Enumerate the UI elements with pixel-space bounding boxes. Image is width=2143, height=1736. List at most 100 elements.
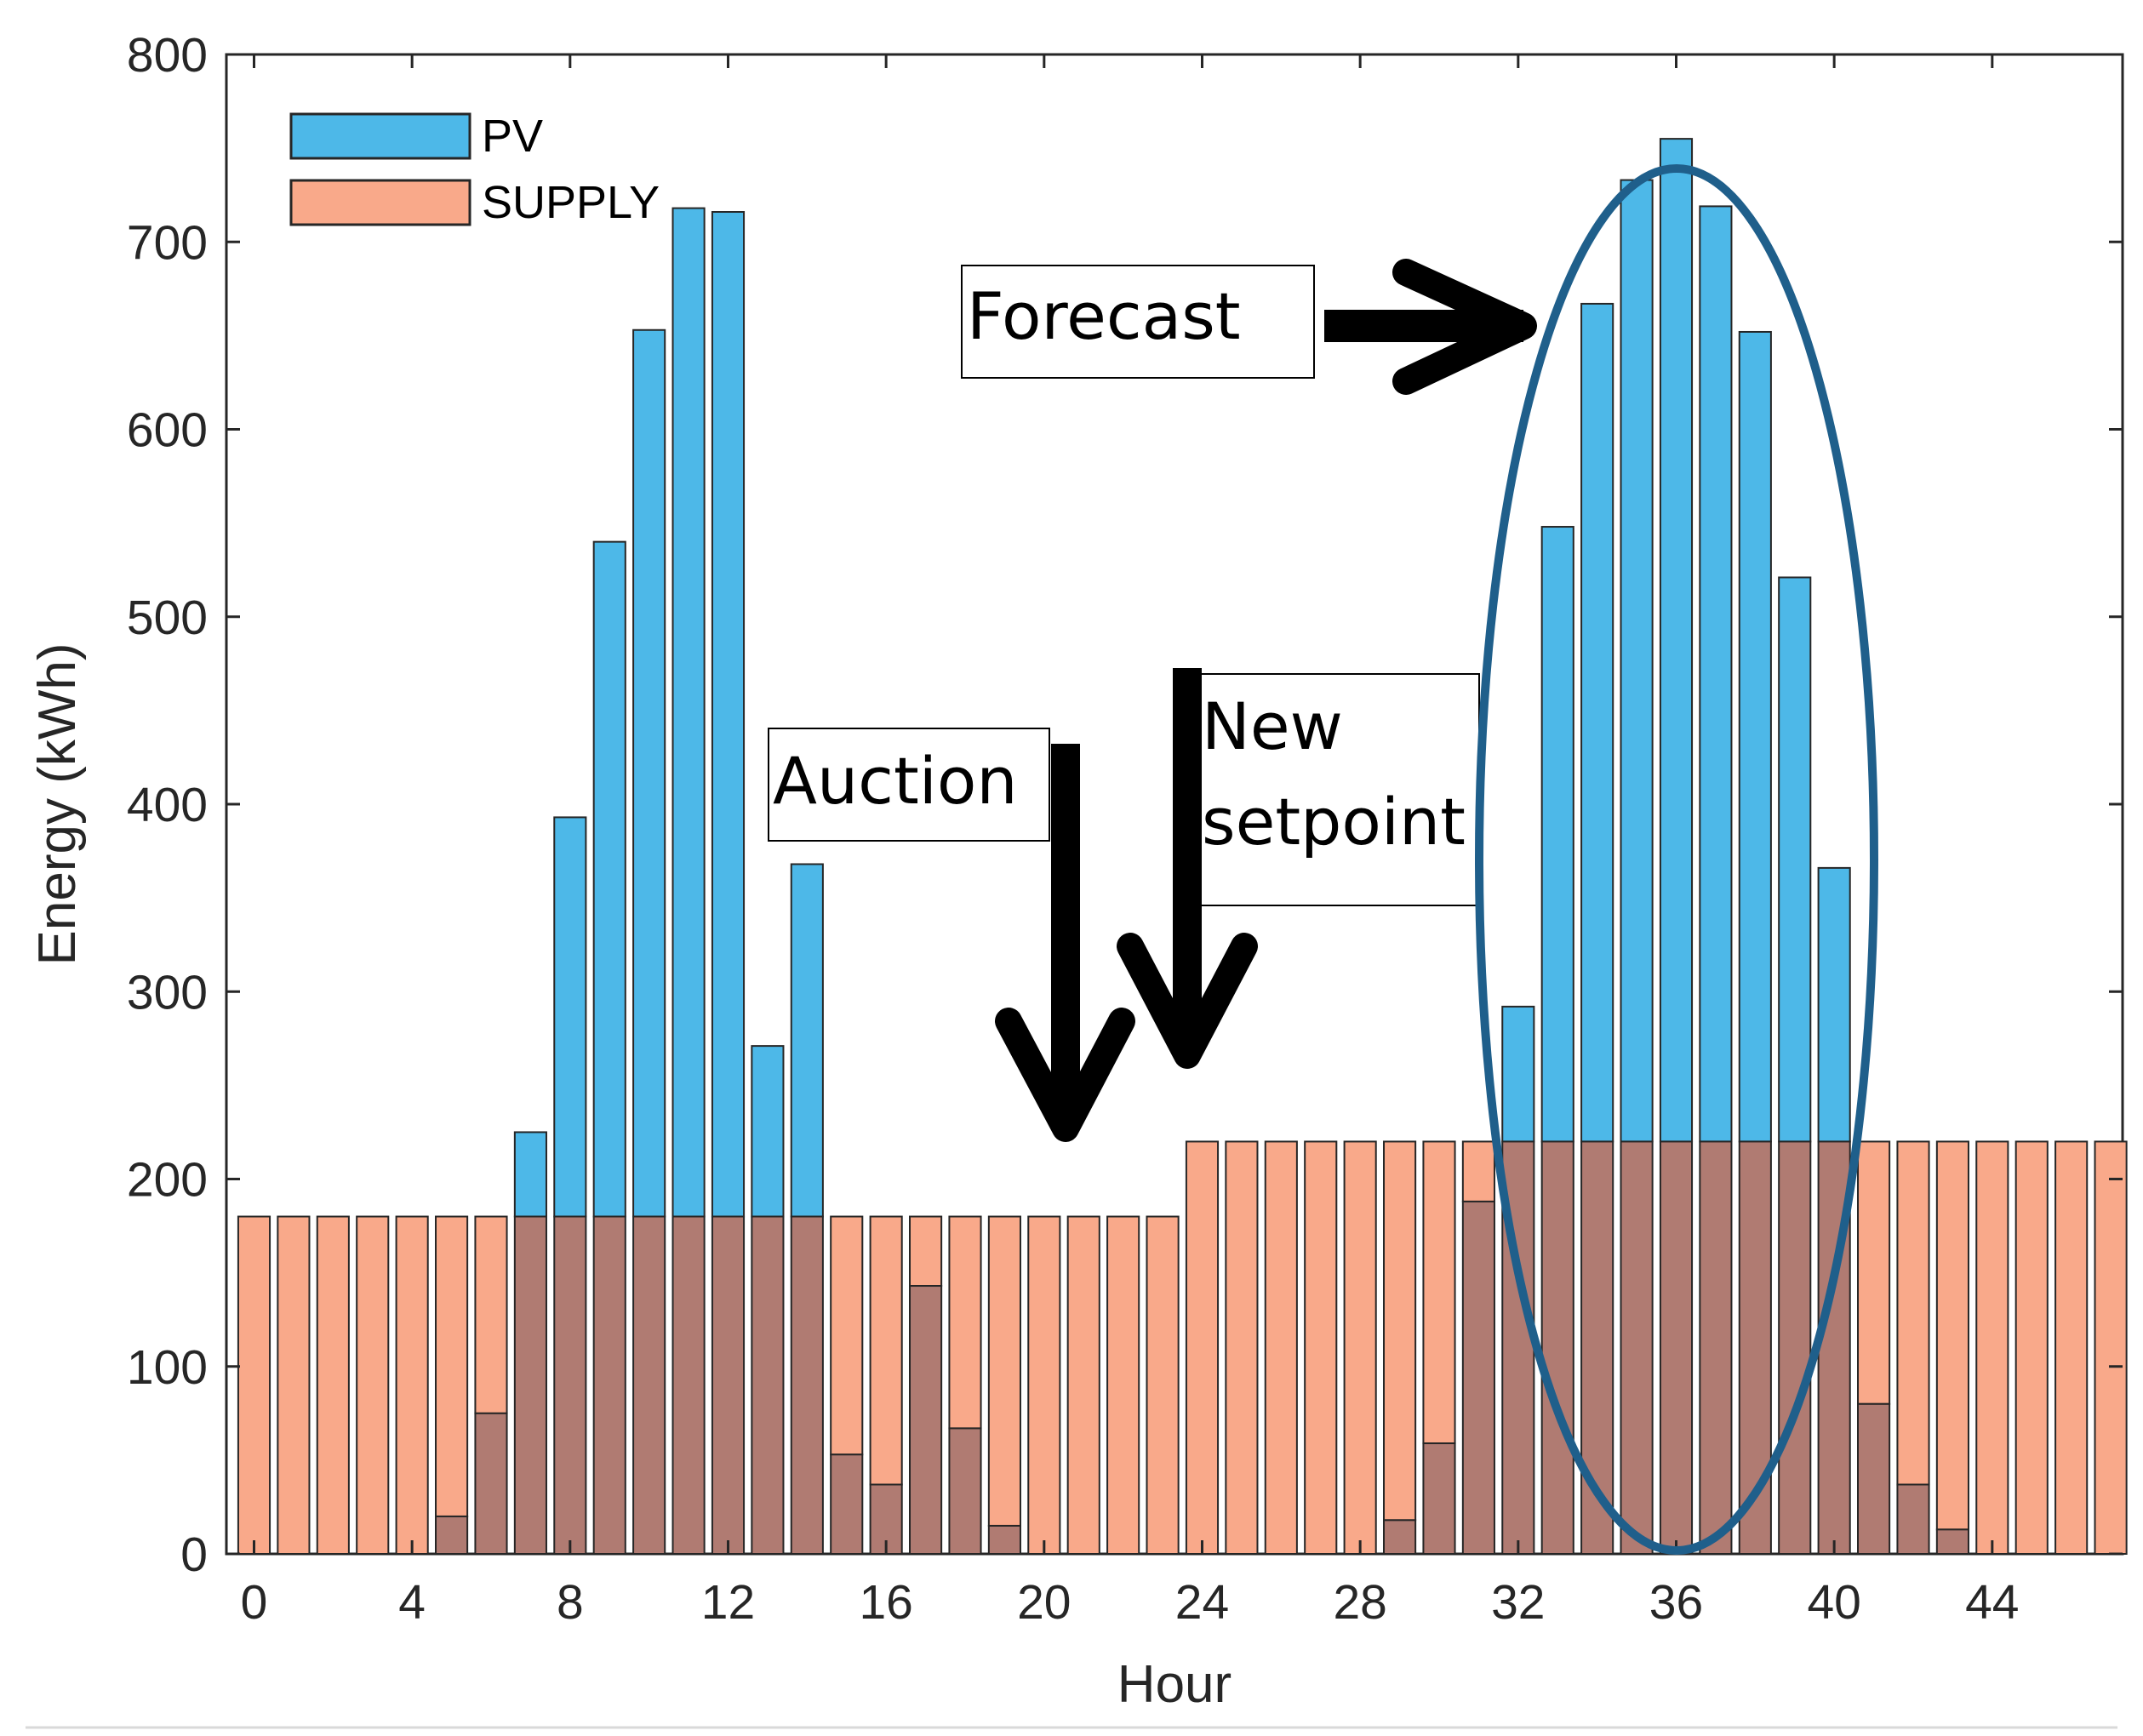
overlap-bar-43 <box>1935 1528 1969 1556</box>
x-axis-label: Hour <box>1117 1655 1232 1714</box>
overlap-bar-37 <box>1699 1140 1733 1555</box>
y-tick-label: 600 <box>127 403 208 458</box>
auction-label: Auction <box>773 743 1018 819</box>
overlap-bar-31 <box>1461 1200 1495 1556</box>
legend-swatch-supply <box>289 179 471 226</box>
forecast-box <box>961 265 1315 379</box>
new-setpoint-box <box>1197 673 1480 906</box>
supply-bar-3 <box>356 1215 390 1556</box>
supply-bar-25 <box>1225 1140 1259 1555</box>
overlap-bar-32 <box>1501 1140 1535 1555</box>
overlap-bar-7 <box>513 1215 547 1556</box>
forecast-annotation: Forecast <box>961 259 1537 395</box>
supply-bar-43 <box>1935 1140 1969 1531</box>
y-tick-label: 200 <box>127 1153 208 1208</box>
supply-bar-31 <box>1461 1140 1495 1202</box>
legend-swatch-pv <box>289 112 471 160</box>
pv-bar-10 <box>632 328 666 1218</box>
pv-bar-33 <box>1540 526 1574 1143</box>
y-tick-label: 800 <box>127 28 208 83</box>
supply-bar-19 <box>987 1215 1021 1527</box>
overlap-bar-6 <box>474 1412 508 1555</box>
overlap-bar-38 <box>1738 1140 1772 1555</box>
supply-bar-20 <box>1027 1215 1061 1556</box>
supply-bar-2 <box>316 1215 350 1556</box>
forecast-arrow-icon <box>1324 259 1537 395</box>
overlap-bar-15 <box>830 1453 864 1555</box>
pv-bar-7 <box>513 1131 547 1218</box>
supply-bar-6 <box>474 1215 508 1414</box>
y-tick-label: 400 <box>127 778 208 832</box>
supply-bar-29 <box>1383 1140 1417 1522</box>
overlap-bar-11 <box>671 1215 706 1556</box>
overlap-bar-33 <box>1540 1140 1574 1555</box>
overlap-bar-17 <box>909 1285 943 1555</box>
y-tick-label: 700 <box>127 215 208 270</box>
auction-annotation: Auction <box>768 728 1135 1142</box>
overlap-bar-12 <box>711 1215 746 1556</box>
supply-bar-0 <box>237 1215 271 1556</box>
pv-bar-39 <box>1778 576 1812 1143</box>
pv-bar-12 <box>711 211 746 1218</box>
forecast-label: Forecast <box>967 278 1241 354</box>
supply-bar-45 <box>2014 1140 2049 1555</box>
legend-label-supply: SUPPLY <box>482 177 660 228</box>
pv-bar-35 <box>1620 179 1654 1143</box>
x-tick-label: 44 <box>1965 1575 2019 1630</box>
x-tick-label: 28 <box>1333 1575 1386 1630</box>
supply-bar-24 <box>1185 1140 1220 1555</box>
supply-bar-22 <box>1106 1215 1140 1556</box>
x-tick-label: 20 <box>1017 1575 1071 1630</box>
pv-bar-32 <box>1501 1005 1535 1143</box>
x-axis: 0 4 8 12 16 20 24 28 32 36 40 44 <box>241 54 2020 1630</box>
overlap-bar-30 <box>1422 1442 1456 1555</box>
y-tick-label: 0 <box>180 1528 208 1582</box>
overlap-bar-9 <box>592 1215 626 1556</box>
supply-bar-5 <box>435 1215 469 1517</box>
legend: PV SUPPLY <box>289 111 660 228</box>
pv-bar-40 <box>1817 866 1851 1143</box>
bar-group <box>237 138 2128 1556</box>
overlap-bar-13 <box>751 1215 785 1556</box>
supply-bar-26 <box>1264 1140 1298 1555</box>
new-setpoint-annotation: New setpoint <box>1117 668 1480 1069</box>
x-tick-label: 16 <box>859 1575 912 1630</box>
supply-bar-4 <box>395 1215 429 1556</box>
overlap-bar-14 <box>790 1215 824 1556</box>
pv-bar-13 <box>751 1045 785 1218</box>
pv-bar-8 <box>553 816 587 1218</box>
pv-bar-34 <box>1580 302 1614 1143</box>
x-tick-label: 32 <box>1491 1575 1545 1630</box>
x-tick-label: 36 <box>1649 1575 1703 1630</box>
overlap-bar-5 <box>435 1515 469 1555</box>
auction-box <box>768 728 1050 842</box>
legend-label-pv: PV <box>482 111 543 162</box>
new-setpoint-label-line2: setpoint <box>1202 784 1466 859</box>
overlap-bar-41 <box>1857 1402 1891 1556</box>
supply-bar-41 <box>1857 1140 1891 1405</box>
supply-bar-30 <box>1422 1140 1456 1445</box>
x-tick-label: 8 <box>557 1575 584 1630</box>
overlap-bar-36 <box>1659 1140 1694 1555</box>
overlap-bar-18 <box>948 1427 982 1555</box>
supply-bar-21 <box>1066 1215 1100 1556</box>
forecast-highlight-ellipse <box>1475 164 1878 1555</box>
supply-bar-1 <box>277 1215 311 1556</box>
x-tick-label: 0 <box>241 1575 268 1630</box>
supply-bar-27 <box>1304 1140 1338 1555</box>
y-tick-label: 500 <box>127 591 208 645</box>
pv-bar-14 <box>790 863 824 1218</box>
overlap-bar-8 <box>553 1215 587 1556</box>
overlap-bar-39 <box>1778 1140 1812 1555</box>
supply-bar-18 <box>948 1215 982 1430</box>
overlap-bar-10 <box>632 1215 666 1556</box>
x-tick-label: 12 <box>701 1575 755 1630</box>
pv-bar-38 <box>1738 330 1772 1143</box>
new-setpoint-label-line1: New <box>1202 688 1343 764</box>
x-tick-label: 40 <box>1807 1575 1860 1630</box>
pv-bar-37 <box>1699 205 1733 1143</box>
supply-bar-28 <box>1343 1140 1377 1555</box>
y-axis: 0 100 200 300 400 500 600 700 800 <box>127 28 2123 1582</box>
overlap-bar-42 <box>1896 1483 1930 1555</box>
